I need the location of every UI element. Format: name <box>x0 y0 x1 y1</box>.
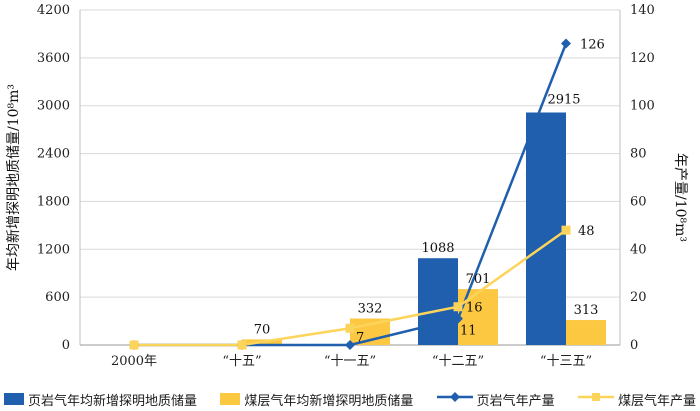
y-right-tick-label: 60 <box>630 194 647 209</box>
x-tick-label: 2000年 <box>111 354 157 369</box>
y-left-tick-label: 1800 <box>37 194 70 209</box>
line-point <box>238 341 247 350</box>
y-right-tick-label: 120 <box>630 51 655 66</box>
bar-data-label: 2915 <box>547 92 580 107</box>
line-point <box>346 324 355 333</box>
y-left-tick-label: 3600 <box>37 51 70 66</box>
x-tick-label: “十二五” <box>432 354 484 369</box>
line-data-label: 16 <box>466 301 483 316</box>
line-point <box>561 39 571 49</box>
y-left-tick-label: 600 <box>45 290 70 305</box>
bar <box>566 320 606 345</box>
y-left-tick-label: 0 <box>62 338 70 353</box>
y-left-tick-label: 2400 <box>37 147 70 162</box>
y-right-tick-label: 40 <box>630 242 647 257</box>
y-left-axis-title: 年均新增探明地质储量/10⁸m³ <box>6 84 22 271</box>
legend-label: 煤层气年产量 <box>618 390 696 409</box>
y-right-tick-label: 0 <box>630 338 638 353</box>
legend-label: 页岩气年产量 <box>477 390 555 409</box>
bar <box>526 112 566 345</box>
bar-data-label: 701 <box>466 272 491 287</box>
legend-label: 页岩气年均新增探明地质储量 <box>28 390 197 409</box>
line-point <box>454 302 463 311</box>
y-right-axis-title: 年产量/10⁸m³ <box>672 153 688 242</box>
legend-item: 页岩气年均新增探明地质储量 <box>4 390 197 409</box>
line-data-label: 126 <box>580 38 605 53</box>
line-point <box>562 226 571 235</box>
y-right-tick-label: 80 <box>630 147 647 162</box>
legend-line-swatch <box>437 390 473 408</box>
bar <box>418 258 458 345</box>
y-left-tick-label: 3000 <box>37 99 70 114</box>
legend-item: 煤层气年产量 <box>578 390 696 409</box>
legend-bar-swatch <box>220 393 240 405</box>
bar-data-label: 70 <box>254 322 271 337</box>
legend-item: 页岩气年产量 <box>437 390 555 409</box>
legend-line-swatch <box>578 390 614 408</box>
legend: 页岩气年均新增探明地质储量 煤层气年均新增探明地质储量 页岩气年产量 煤层气年产量 <box>0 388 700 410</box>
legend-bar-swatch <box>4 393 24 405</box>
x-tick-label: “十三五” <box>540 354 592 369</box>
y-right-tick-label: 140 <box>630 3 655 18</box>
line-data-label: 48 <box>578 224 595 239</box>
y-left-tick-label: 4200 <box>37 3 70 18</box>
chart: 0 600 1200 1800 2400 3000 3600 4200 0 20 40 60 80 100… <box>0 0 700 388</box>
legend-label: 煤层气年均新增探明地质储量 <box>244 390 413 409</box>
line-data-label: 7 <box>356 330 364 345</box>
bar-data-label: 332 <box>358 302 383 317</box>
bar-data-label: 1088 <box>421 241 454 256</box>
y-right-tick-label: 20 <box>630 290 647 305</box>
series-line <box>134 44 566 346</box>
line-data-label: 11 <box>460 324 477 339</box>
x-tick-label: “十五” <box>222 354 261 369</box>
x-tick-label: “十一五” <box>324 354 376 369</box>
y-left-tick-label: 1200 <box>37 242 70 257</box>
bar-data-label: 313 <box>574 303 599 318</box>
legend-item: 煤层气年均新增探明地质储量 <box>220 390 413 409</box>
y-right-tick-label: 100 <box>630 99 655 114</box>
line-point <box>130 341 139 350</box>
